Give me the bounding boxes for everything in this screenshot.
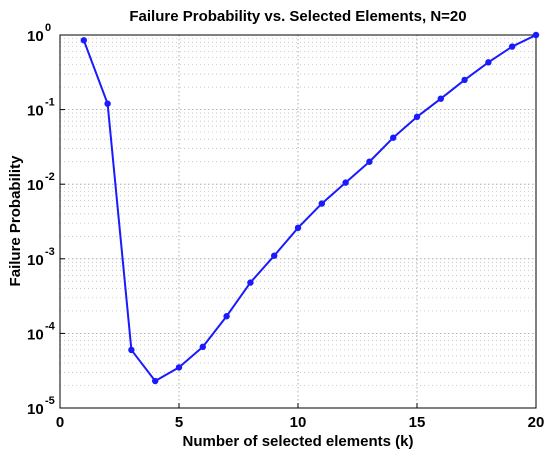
data-point (342, 179, 349, 186)
data-point (532, 31, 540, 39)
data-point (485, 59, 492, 66)
y-tick-exponent: -5 (45, 395, 55, 407)
data-point (223, 313, 230, 320)
data-point (318, 200, 325, 207)
x-tick-label: 10 (290, 414, 307, 431)
series-line (82, 34, 537, 383)
chart-title: Failure Probability vs. Selected Element… (129, 8, 466, 25)
data-point (247, 279, 254, 286)
data-point (271, 252, 278, 259)
x-tick-label: 0 (56, 414, 64, 431)
data-point (509, 43, 516, 50)
data-point (152, 377, 159, 385)
y-axis-label: Failure Probability (7, 155, 24, 287)
y-tick-exponent: -2 (45, 171, 55, 183)
data-point (437, 95, 444, 102)
data-point (80, 37, 88, 44)
x-axis-ticks: 0 5 10 15 20 (56, 403, 545, 431)
x-tick-label: 15 (409, 414, 426, 431)
y-tick-label: 10 (27, 326, 44, 343)
data-point (413, 113, 421, 121)
y-tick-label: 10 (27, 103, 44, 120)
data-point (366, 158, 373, 165)
y-tick-label: 10 (27, 28, 44, 45)
data-point (128, 346, 135, 354)
data-point (461, 76, 468, 84)
data-point (175, 364, 183, 371)
y-tick-exponent: 0 (45, 22, 51, 34)
data-point (199, 343, 206, 351)
x-tick-label: 5 (175, 414, 183, 431)
y-tick-exponent: -4 (45, 320, 56, 332)
y-tick-label: 10 (27, 177, 44, 194)
y-tick-label: 10 (27, 252, 44, 269)
y-tick-exponent: -3 (45, 246, 55, 258)
y-tick-exponent: -1 (45, 97, 55, 109)
data-point (294, 224, 302, 232)
x-tick-label: 20 (528, 414, 545, 431)
data-point (390, 134, 397, 141)
x-axis-label: Number of selected elements (k) (183, 433, 414, 450)
y-tick-label: 10 (27, 401, 44, 418)
series-group (80, 31, 540, 385)
data-point (104, 100, 111, 107)
